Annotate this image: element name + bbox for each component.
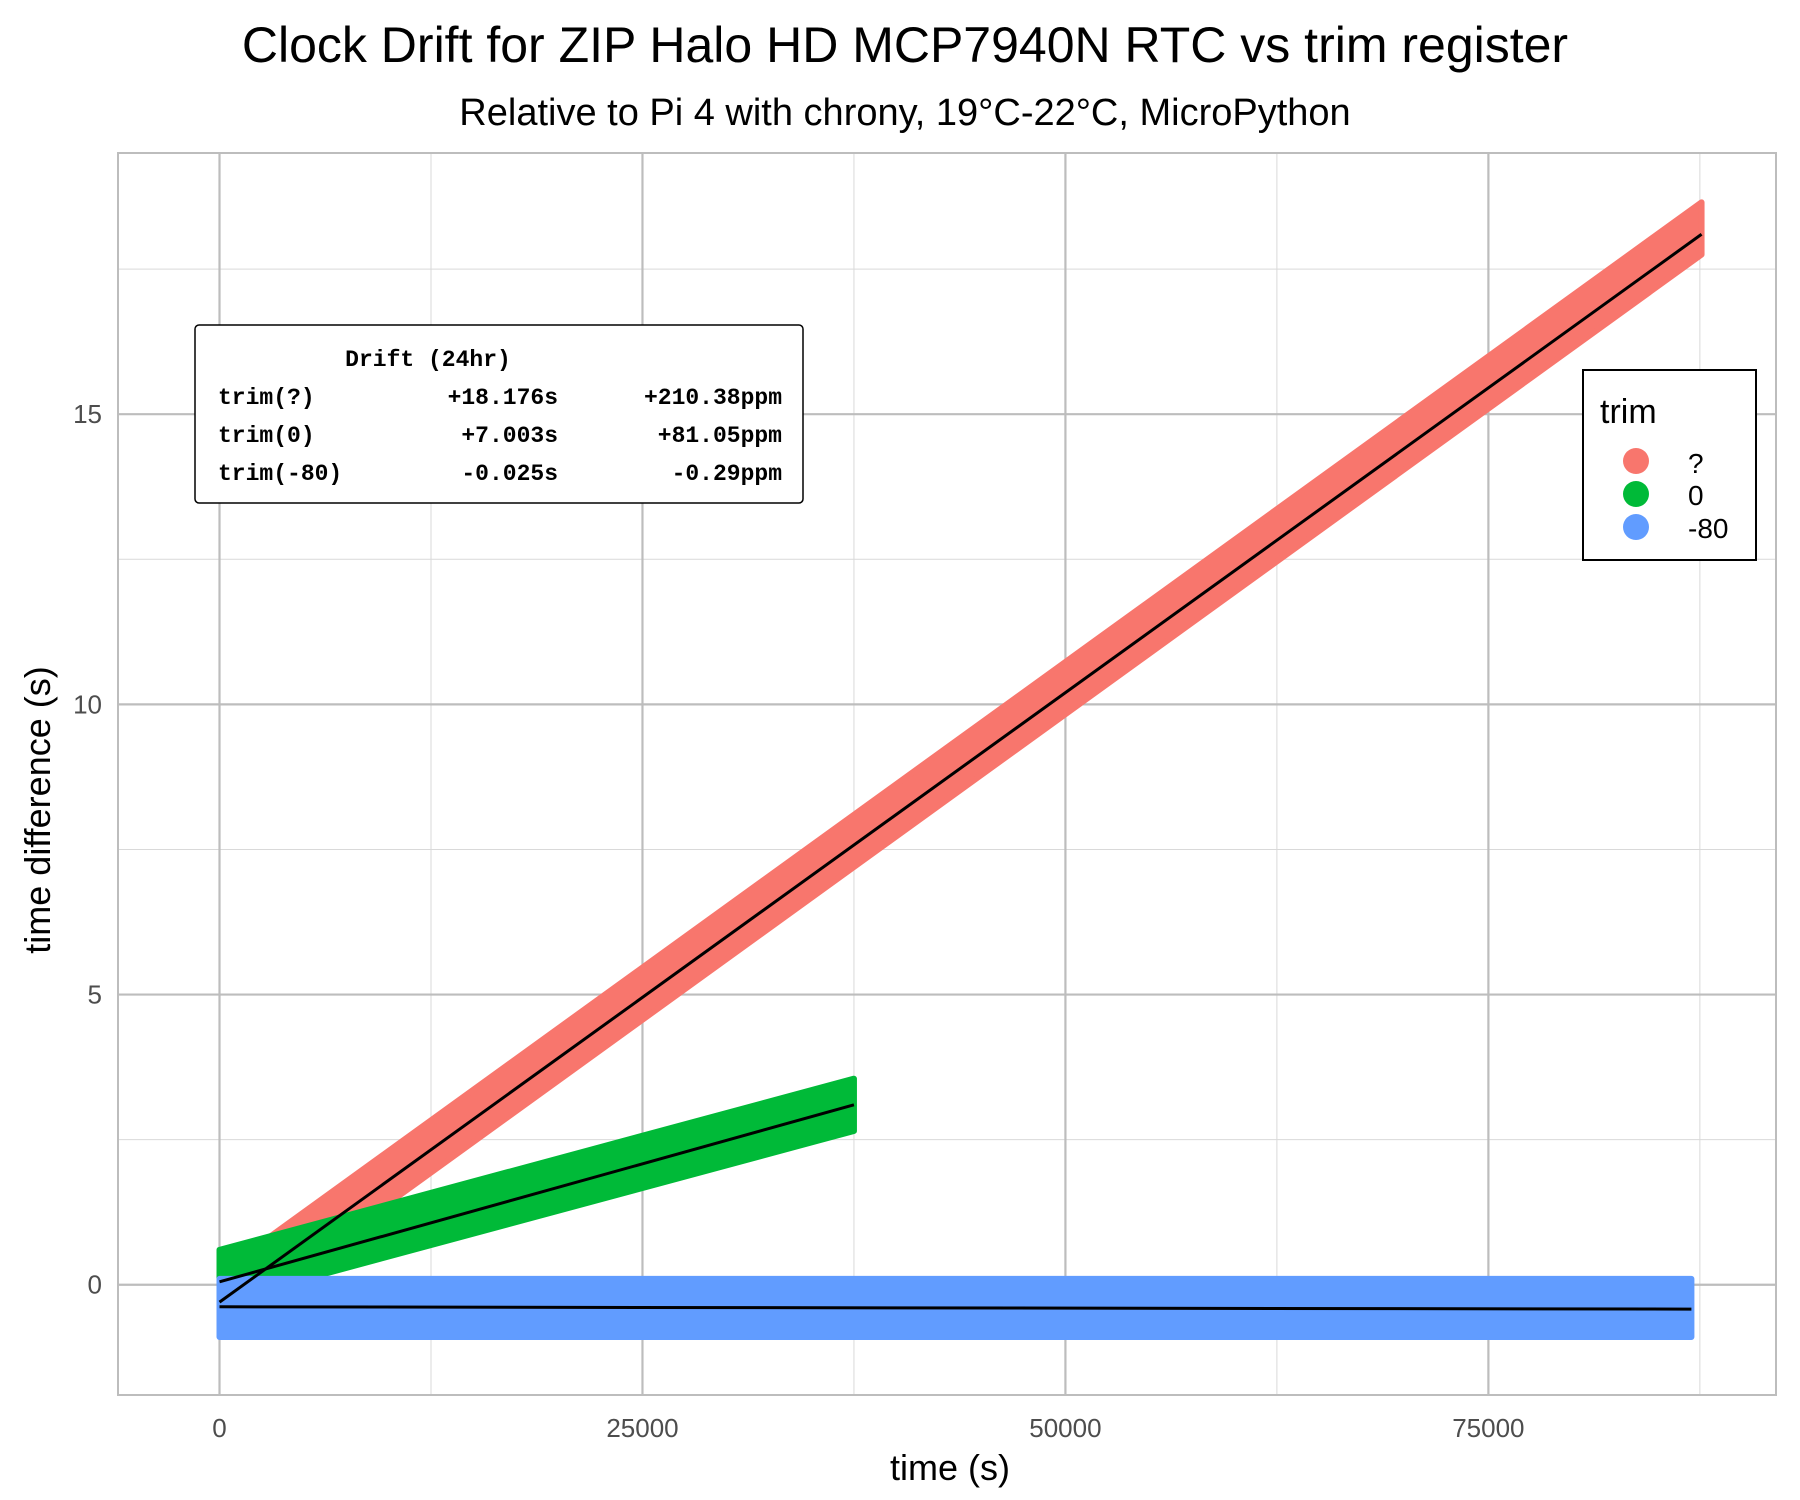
legend-frame — [1582, 369, 1757, 561]
legend-title: trim — [1600, 393, 1657, 431]
annotation-row-label: trim(0) — [218, 423, 315, 449]
fit-line-trim-minus80 — [219, 1305, 1692, 1311]
series-band-trim-0 — [216, 1075, 857, 1306]
x-axis-label: time (s) — [890, 1447, 1010, 1488]
chart-title: Clock Drift for ZIP Halo HD MCP7940N RTC… — [242, 17, 1568, 73]
fit-lines — [218, 233, 1703, 1311]
annotation-row-ppm: +81.05ppm — [658, 423, 782, 449]
annotation-row-ppm: -0.29ppm — [672, 461, 782, 487]
legend-label: ? — [1688, 448, 1704, 479]
annotation-row-seconds: +18.176s — [448, 385, 558, 411]
legend: trim ? 0 -80 — [1582, 369, 1757, 561]
annotation-row-seconds: -0.025s — [461, 461, 558, 487]
y-tick-label: 5 — [88, 980, 102, 1010]
legend-label: 0 — [1688, 480, 1704, 511]
annotation-row-label: trim(-80) — [218, 461, 342, 487]
y-tick-label: 10 — [73, 689, 102, 719]
x-tick-label: 25000 — [606, 1413, 678, 1443]
legend-label: -80 — [1688, 513, 1728, 544]
annotation-frame — [194, 324, 804, 504]
fit-line-trim-unknown — [218, 233, 1703, 1304]
annotation-row-label: trim(?) — [218, 385, 315, 411]
annotation-row-ppm: +210.38ppm — [644, 385, 782, 411]
x-tick-label: 0 — [212, 1413, 226, 1443]
x-tick-label: 75000 — [1452, 1413, 1524, 1443]
annotation-row-seconds: +7.003s — [461, 423, 558, 449]
y-tick-label: 0 — [88, 1270, 102, 1300]
annotation-header: Drift (24hr) — [345, 347, 511, 373]
y-axis-ticks: 0 5 10 15 — [73, 399, 102, 1300]
y-axis-label: time difference (s) — [17, 666, 58, 953]
y-tick-label: 15 — [73, 399, 102, 429]
legend-key-trim-minus80 — [1623, 514, 1649, 540]
x-tick-label: 50000 — [1029, 1413, 1101, 1443]
legend-key-trim-unknown — [1623, 448, 1649, 474]
grid-minor — [118, 153, 1776, 1395]
fit-line-trim-0 — [219, 1103, 855, 1284]
x-axis-ticks: 0 25000 50000 75000 — [212, 1413, 1524, 1443]
chart-subtitle: Relative to Pi 4 with chrony, 19°C-22°C,… — [459, 92, 1350, 134]
legend-key-trim-0 — [1623, 481, 1649, 507]
drift-annotation-box: Drift (24hr) trim(?) +18.176s +210.38ppm… — [194, 324, 804, 504]
plot-panel-border — [117, 152, 1777, 1396]
